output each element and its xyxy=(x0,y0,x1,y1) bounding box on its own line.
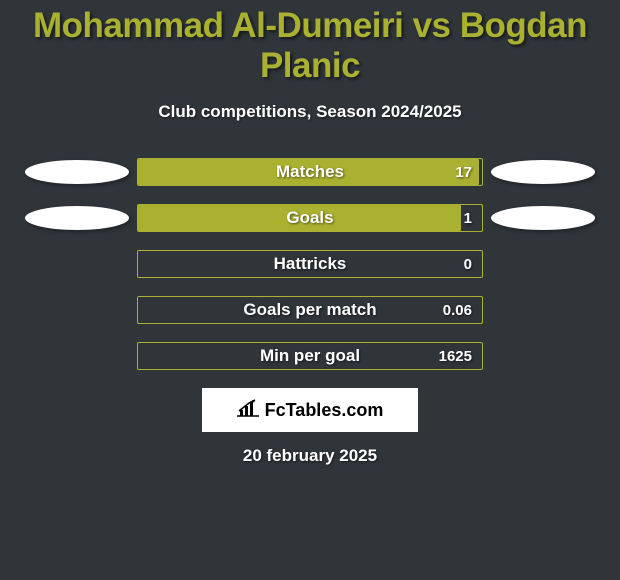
brand-inner: FcTables.com xyxy=(237,398,384,423)
comparison-infographic: Mohammad Al-Dumeiri vs Bogdan Planic Clu… xyxy=(0,0,620,580)
bar-min-per-goal: Min per goal1625 xyxy=(137,342,483,370)
bar-label: Goals xyxy=(138,205,482,231)
left-ellipse xyxy=(25,206,129,230)
brand-box: FcTables.com xyxy=(202,388,418,432)
brand-text: FcTables.com xyxy=(265,400,384,421)
bar-goals-per-match: Goals per match0.06 xyxy=(137,296,483,324)
stat-row-goals-per-match: Goals per match0.06 xyxy=(0,296,620,324)
bar-hattricks: Hattricks0 xyxy=(137,250,483,278)
stat-row-goals: Goals1 xyxy=(0,204,620,232)
right-side xyxy=(483,250,603,278)
stat-row-min-per-goal: Min per goal1625 xyxy=(0,342,620,370)
left-side xyxy=(17,296,137,324)
bar-value: 17 xyxy=(455,159,472,185)
bar-goals: Goals1 xyxy=(137,204,483,232)
left-side xyxy=(17,250,137,278)
bar-matches: Matches17 xyxy=(137,158,483,186)
right-ellipse xyxy=(491,206,595,230)
stat-row-matches: Matches17 xyxy=(0,158,620,186)
stat-row-hattricks: Hattricks0 xyxy=(0,250,620,278)
left-side xyxy=(17,158,137,186)
left-ellipse xyxy=(25,160,129,184)
bar-label: Matches xyxy=(138,159,482,185)
right-side xyxy=(483,342,603,370)
bar-label: Goals per match xyxy=(138,297,482,323)
left-side xyxy=(17,342,137,370)
chart-icon xyxy=(237,398,261,423)
page-title: Mohammad Al-Dumeiri vs Bogdan Planic xyxy=(0,0,620,86)
right-side xyxy=(483,296,603,324)
bar-value: 1 xyxy=(464,205,472,231)
footer-date: 20 february 2025 xyxy=(0,446,620,466)
bar-value: 0.06 xyxy=(443,297,472,323)
bar-value: 1625 xyxy=(439,343,472,369)
right-side xyxy=(483,158,603,186)
bar-label: Hattricks xyxy=(138,251,482,277)
bar-label: Min per goal xyxy=(138,343,482,369)
page-subtitle: Club competitions, Season 2024/2025 xyxy=(0,102,620,122)
bar-value: 0 xyxy=(464,251,472,277)
stats-rows: Matches17 Goals1 Hattricks0 Goals per match… xyxy=(0,158,620,370)
left-side xyxy=(17,204,137,232)
right-side xyxy=(483,204,603,232)
right-ellipse xyxy=(491,160,595,184)
